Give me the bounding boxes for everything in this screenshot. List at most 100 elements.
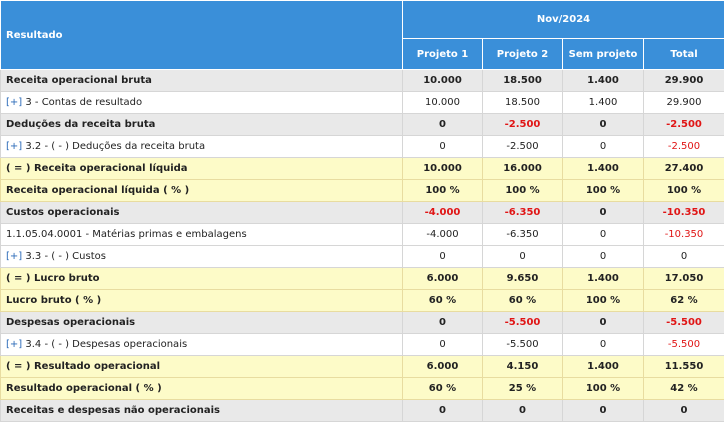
- value-cell: -2.500: [482, 135, 563, 158]
- value-cell: 0: [562, 135, 644, 158]
- result-table: Resultado Nov/2024 Projeto 1 Projeto 2 S…: [0, 0, 724, 422]
- table-row: Custos operacionais -4.000 -6.350 0 -10.350: [0, 201, 724, 224]
- value-cell: -4.000: [402, 223, 483, 246]
- value-cell: 6.000: [402, 267, 483, 290]
- expand-toggle[interactable]: [+]: [6, 251, 23, 262]
- value-cell: 100 %: [402, 179, 483, 202]
- value-cell: 29.900: [643, 69, 724, 92]
- value-cell: 0: [402, 311, 483, 334]
- value-cell: 0: [562, 201, 644, 224]
- value-cell: 25 %: [482, 377, 563, 400]
- value-cell: 100 %: [562, 377, 644, 400]
- row-label: 3.3 - ( - ) Custos: [22, 251, 106, 262]
- row-label-cell: Receita operacional líquida ( % ): [0, 179, 403, 202]
- value-cell: 0: [402, 333, 483, 356]
- table-row: [+] 3.3 - ( - ) Custos 0 0 0 0: [0, 245, 724, 268]
- expand-toggle[interactable]: [+]: [6, 339, 23, 350]
- value-cell: 10.000: [402, 91, 483, 114]
- row-label: 3.4 - ( - ) Despesas operacionais: [22, 339, 188, 350]
- row-label-cell: [+] 3.4 - ( - ) Despesas operacionais: [0, 333, 403, 356]
- table-row: 1.1.05.04.0001 - Matérias primas e embal…: [0, 223, 724, 246]
- value-cell: -6.350: [482, 201, 563, 224]
- value-cell: 1.400: [562, 355, 644, 378]
- table-row: Receita operacional líquida ( % ) 100 % 10…: [0, 179, 724, 202]
- table-row: Lucro bruto ( % ) 60 % 60 % 100 % 62 %: [0, 289, 724, 312]
- column-header-sem-projeto[interactable]: Sem projeto: [562, 38, 644, 70]
- value-cell: 0: [562, 113, 644, 136]
- value-cell: 1.400: [562, 267, 644, 290]
- table-row: ( = ) Receita operacional líquida 10.000 1…: [0, 157, 724, 180]
- value-cell: 100 %: [562, 179, 644, 202]
- table-row: ( = ) Lucro bruto 6.000 9.650 1.400 17.050: [0, 267, 724, 290]
- table-row: ( = ) Resultado operacional 6.000 4.150 1.4…: [0, 355, 724, 378]
- value-cell: -2.500: [643, 113, 724, 136]
- value-cell: 0: [562, 245, 644, 268]
- row-label-cell: ( = ) Resultado operacional: [0, 355, 403, 378]
- column-header-projeto-1[interactable]: Projeto 1: [402, 38, 483, 70]
- value-cell: 10.000: [402, 69, 483, 92]
- value-cell: 9.650: [482, 267, 563, 290]
- row-label-cell: ( = ) Receita operacional líquida: [0, 157, 403, 180]
- value-cell: 100 %: [562, 289, 644, 312]
- expand-toggle[interactable]: [+]: [6, 141, 23, 152]
- row-label: Despesas operacionais: [6, 317, 136, 328]
- row-label-cell: [+] 3.3 - ( - ) Custos: [0, 245, 403, 268]
- row-label-cell: [+] 3.2 - ( - ) Deduções da receita brut…: [0, 135, 403, 158]
- value-cell: 0: [562, 311, 644, 334]
- row-label-cell: Despesas operacionais: [0, 311, 403, 334]
- row-label-cell: Receita operacional bruta: [0, 69, 403, 92]
- value-cell: 27.400: [643, 157, 724, 180]
- value-cell: 29.900: [643, 91, 724, 114]
- value-cell: 16.000: [482, 157, 563, 180]
- value-cell: 0: [562, 223, 644, 246]
- value-cell: -5.500: [482, 311, 563, 334]
- result-table-body: Receita operacional bruta 10.000 18.500 1.4…: [0, 69, 724, 422]
- row-label-cell: 1.1.05.04.0001 - Matérias primas e embal…: [0, 223, 403, 246]
- value-cell: 60 %: [482, 289, 563, 312]
- value-cell: 0: [402, 245, 483, 268]
- value-cell: -5.500: [482, 333, 563, 356]
- value-cell: 18.500: [482, 91, 563, 114]
- value-cell: 100 %: [482, 179, 563, 202]
- value-cell: 18.500: [482, 69, 563, 92]
- table-row: Despesas operacionais 0 -5.500 0 -5.500: [0, 311, 724, 334]
- value-cell: 1.400: [562, 157, 644, 180]
- expand-toggle[interactable]: [+]: [6, 97, 23, 108]
- row-label: ( = ) Resultado operacional: [6, 361, 160, 372]
- table-row: Resultado operacional ( % ) 60 % 25 % 100 %…: [0, 377, 724, 400]
- value-cell: -10.350: [643, 223, 724, 246]
- value-cell: 10.000: [402, 157, 483, 180]
- row-label: Receita operacional líquida ( % ): [6, 185, 190, 196]
- column-header-total[interactable]: Total: [643, 38, 724, 70]
- table-row: Receitas e despesas não operacionais 0 0 0 0: [0, 399, 724, 422]
- value-cell: 6.000: [402, 355, 483, 378]
- value-cell: 1.400: [562, 69, 644, 92]
- period-header: Nov/2024: [402, 0, 724, 39]
- table-row: [+] 3.2 - ( - ) Deduções da receita brut…: [0, 135, 724, 158]
- value-cell: 17.050: [643, 267, 724, 290]
- row-label: 1.1.05.04.0001 - Matérias primas e embal…: [6, 229, 247, 240]
- value-cell: 0: [402, 399, 483, 422]
- row-label: 3 - Contas de resultado: [22, 97, 143, 108]
- row-label: Custos operacionais: [6, 207, 120, 218]
- value-cell: 60 %: [402, 377, 483, 400]
- row-label-cell: Deduções da receita bruta: [0, 113, 403, 136]
- value-cell: 0: [402, 135, 483, 158]
- value-cell: 0: [562, 399, 644, 422]
- row-label-cell: [+] 3 - Contas de resultado: [0, 91, 403, 114]
- row-label: 3.2 - ( - ) Deduções da receita bruta: [22, 141, 206, 152]
- value-cell: 100 %: [643, 179, 724, 202]
- value-cell: -10.350: [643, 201, 724, 224]
- column-header-projeto-2[interactable]: Projeto 2: [482, 38, 563, 70]
- table-row: [+] 3.4 - ( - ) Despesas operacionais 0 -5…: [0, 333, 724, 356]
- value-cell: -4.000: [402, 201, 483, 224]
- row-label-cell: Custos operacionais: [0, 201, 403, 224]
- table-row: Receita operacional bruta 10.000 18.500 1.4…: [0, 69, 724, 92]
- value-cell: 0: [562, 333, 644, 356]
- table-row: [+] 3 - Contas de resultado 10.000 18.500 1…: [0, 91, 724, 114]
- row-label-cell: ( = ) Lucro bruto: [0, 267, 403, 290]
- row-label-cell: Receitas e despesas não operacionais: [0, 399, 403, 422]
- value-cell: -2.500: [482, 113, 563, 136]
- value-cell: 4.150: [482, 355, 563, 378]
- value-cell: 0: [482, 399, 563, 422]
